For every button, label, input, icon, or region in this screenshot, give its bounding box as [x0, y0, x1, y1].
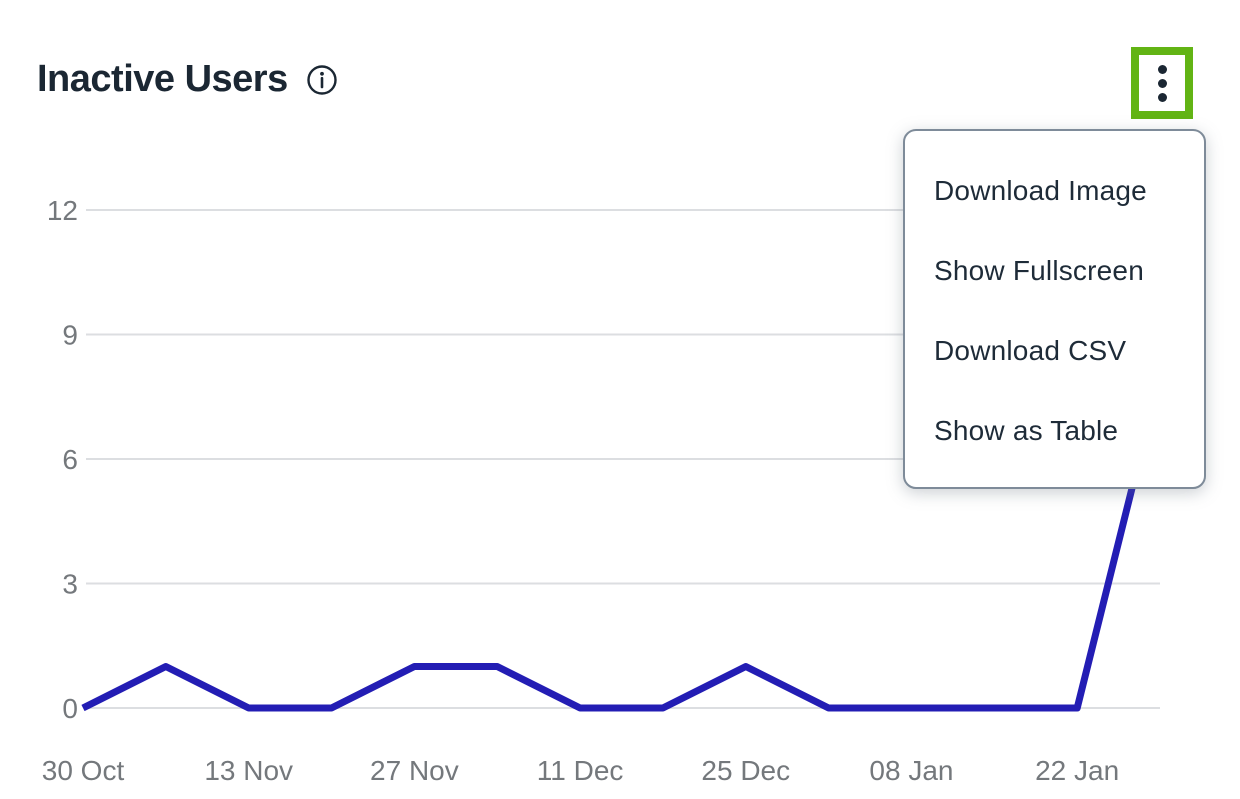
menu-item-download-image[interactable]: Download Image [934, 175, 1147, 206]
kebab-menu-button[interactable] [1139, 55, 1185, 111]
x-axis-labels: 30 Oct 13 Nov 27 Nov 11 Dec 25 Dec 08 Jan 22 J… [42, 755, 1119, 786]
x-axis-label: 11 Dec [537, 755, 624, 786]
highlight-box [1131, 47, 1193, 119]
x-axis-label: 22 Jan [1035, 755, 1119, 786]
menu-item-show-fullscreen[interactable]: Show Fullscreen [934, 255, 1144, 286]
kebab-dot [1157, 78, 1167, 88]
kebab-dot [1157, 92, 1167, 102]
y-axis-label: 0 [62, 693, 78, 724]
kebab-dot [1157, 64, 1167, 74]
menu-item-show-as-table[interactable]: Show as Table [934, 415, 1119, 446]
x-axis-label: 30 Oct [42, 755, 125, 786]
info-icon-glyph [307, 64, 337, 95]
x-axis-label: 08 Jan [869, 755, 953, 786]
y-axis-label: 12 [47, 195, 78, 226]
y-axis-label: 6 [62, 444, 78, 475]
menu-item-download-csv[interactable]: Download CSV [934, 335, 1127, 366]
series-line-inactive-users [81, 375, 1164, 712]
info-icon[interactable] [306, 64, 338, 96]
x-axis-label: 27 Nov [370, 755, 459, 786]
chart-title: Inactive Users [37, 58, 288, 100]
y-axis-label: 9 [62, 320, 78, 351]
chart-context-menu: Download Image Show Fullscreen Download … [903, 129, 1206, 489]
x-axis-label: 25 Dec [701, 755, 790, 786]
chart-header: Inactive Users [37, 58, 338, 101]
y-axis-labels: 0 3 6 9 12 [47, 195, 78, 724]
y-axis-label: 3 [62, 569, 78, 600]
x-axis-label: 13 Nov [204, 755, 293, 786]
